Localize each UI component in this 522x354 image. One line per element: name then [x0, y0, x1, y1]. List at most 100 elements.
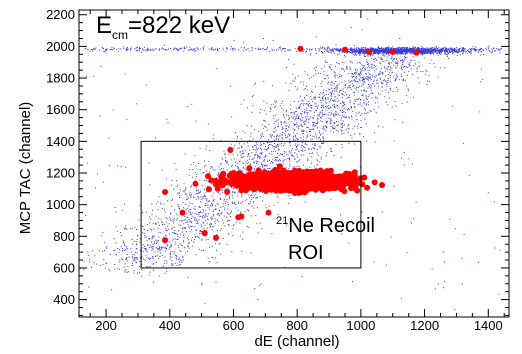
scatter-point [189, 213, 191, 215]
scatter-point [319, 114, 320, 116]
scatter-point [275, 156, 277, 158]
scatter-point [175, 233, 177, 235]
scatter-point [184, 227, 186, 229]
scatter-point [97, 173, 98, 175]
scatter-point [378, 56, 380, 58]
scatter-point [360, 127, 362, 128]
scatter-point [455, 51, 457, 53]
scatter-point [178, 49, 180, 51]
scatter-point [448, 49, 450, 51]
scatter-point [430, 59, 432, 61]
scatter-point [350, 81, 352, 83]
scatter-point [243, 47, 245, 49]
scatter-point [197, 220, 198, 222]
scatter-point [216, 249, 218, 251]
scatter-point [344, 56, 346, 58]
scatter-point [259, 157, 261, 159]
scatter-point [395, 63, 397, 65]
scatter-point [314, 96, 316, 98]
scatter-point [265, 49, 267, 51]
scatter-point [393, 185, 395, 187]
scatter-point [197, 196, 199, 198]
scatter-point [328, 107, 329, 109]
scatter-point [413, 48, 415, 49]
scatter-point [373, 67, 375, 69]
scatter-point [323, 89, 324, 91]
scatter-point [402, 61, 404, 63]
scatter-point [216, 177, 218, 179]
scatter-point [367, 63, 369, 65]
scatter-point [390, 62, 392, 64]
scatter-point [361, 69, 362, 71]
scatter-point [367, 47, 369, 49]
scatter-point [298, 107, 300, 109]
scatter-point [174, 163, 176, 165]
scatter-point [316, 106, 318, 108]
scatter-point [335, 143, 337, 145]
scatter-point [204, 224, 206, 226]
scatter-point [189, 209, 191, 211]
scatter-point [136, 244, 138, 246]
scatter-point [225, 157, 227, 159]
scatter-point [206, 222, 208, 224]
scatter-point [400, 59, 402, 61]
scatter-point [315, 73, 317, 75]
scatter-point [459, 49, 460, 51]
scatter-point [310, 110, 312, 112]
scatter-point [341, 81, 343, 83]
scatter-point [372, 80, 374, 82]
scatter-point [280, 122, 282, 123]
scatter-point [171, 260, 173, 262]
scatter-point [334, 128, 336, 129]
scatter-point [332, 127, 334, 129]
scatter-point [257, 49, 259, 50]
scatter-point [246, 159, 248, 161]
scatter-point [394, 48, 396, 50]
scatter-point [172, 263, 174, 265]
scatter-point [358, 50, 360, 52]
scatter-point [276, 126, 278, 128]
scatter-point [289, 163, 291, 165]
scatter-point [221, 157, 223, 159]
scatter-point [183, 191, 185, 193]
scatter-point [341, 125, 343, 127]
scatter-point [302, 131, 304, 132]
scatter-point [251, 205, 253, 207]
scatter-point [210, 48, 212, 50]
scatter-point [183, 235, 185, 236]
scatter-point [205, 205, 207, 206]
scatter-point [429, 51, 431, 53]
scatter-point [482, 49, 484, 51]
scatter-point [416, 48, 418, 50]
scatter-point [255, 151, 257, 153]
scatter-point [437, 283, 439, 285]
scatter-point [351, 49, 353, 51]
scatter-point [287, 129, 289, 131]
scatter-point [253, 149, 255, 151]
scatter-point [322, 140, 324, 142]
scatter-point [191, 103, 193, 105]
scatter-point [363, 80, 365, 82]
scatter-point [168, 216, 170, 218]
scatter-point [335, 114, 337, 116]
scatter-point [249, 149, 251, 151]
scatter-point [257, 47, 259, 49]
scatter-point [102, 250, 103, 252]
scatter-point [330, 99, 332, 101]
scatter-point [436, 47, 438, 49]
scatter-point [405, 52, 407, 54]
scatter-point [426, 51, 428, 53]
scatter-point [357, 81, 359, 83]
scatter-point [278, 148, 280, 150]
scatter-point [353, 85, 354, 86]
scatter-point [411, 48, 413, 49]
scatter-point [235, 221, 237, 223]
scatter-point [248, 203, 249, 205]
scatter-point [378, 47, 380, 49]
scatter-point [373, 108, 375, 110]
scatter-point [171, 256, 173, 258]
scatter-point [363, 81, 365, 83]
scatter-point [353, 50, 355, 51]
scatter-point [333, 100, 335, 102]
scatter-point [278, 123, 279, 125]
